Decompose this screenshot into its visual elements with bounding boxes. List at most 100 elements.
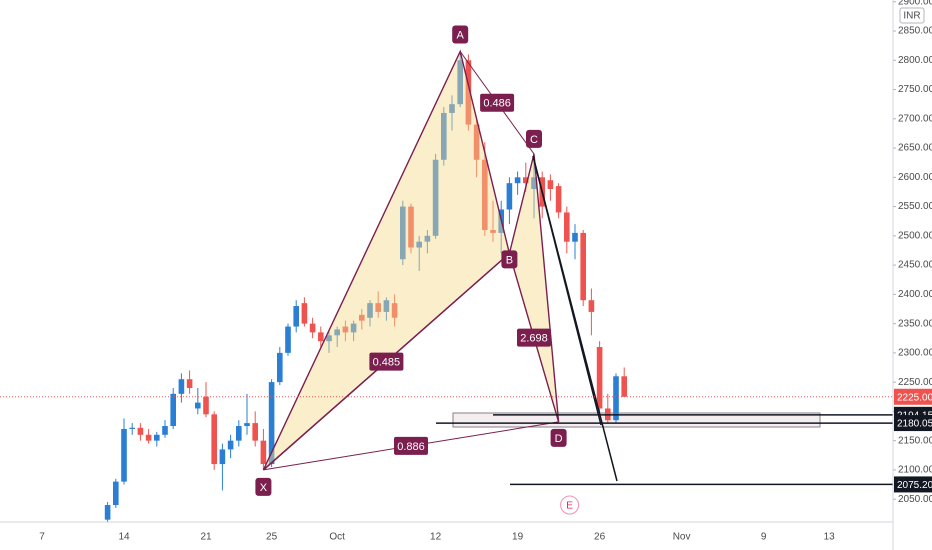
candle-body bbox=[104, 505, 111, 520]
candle-body bbox=[334, 329, 340, 336]
candle-body bbox=[252, 423, 258, 441]
y-tick-label: 2900.00 bbox=[898, 0, 932, 7]
ratio-box bbox=[369, 352, 404, 371]
candle-body bbox=[145, 434, 152, 441]
candles-layer bbox=[104, 51, 627, 523]
y-tick-label: 2800.00 bbox=[898, 55, 932, 66]
point-label: A bbox=[457, 29, 465, 41]
candle-body bbox=[342, 326, 349, 333]
y-tick-label: 2400.00 bbox=[898, 289, 932, 300]
point-box bbox=[452, 25, 469, 44]
candle-body bbox=[285, 326, 291, 353]
y-tick-label: 2700.00 bbox=[898, 113, 932, 124]
y-tick-label: 2250.00 bbox=[898, 377, 932, 388]
candle-body bbox=[400, 206, 406, 260]
x-tick-label: Nov bbox=[673, 532, 691, 543]
point-box bbox=[501, 250, 518, 269]
candle-body bbox=[613, 376, 619, 421]
candle-body bbox=[178, 379, 185, 394]
currency-label: INR bbox=[903, 11, 920, 22]
candle-body bbox=[350, 323, 357, 333]
candle-body bbox=[137, 427, 144, 435]
candle-body bbox=[129, 427, 135, 429]
x-tick-label: 13 bbox=[824, 532, 836, 543]
candle-body bbox=[621, 376, 627, 397]
point-label: D bbox=[555, 433, 563, 445]
ratio-box bbox=[480, 93, 515, 112]
y-tick-label: 2550.00 bbox=[898, 201, 932, 212]
candle-body bbox=[490, 229, 496, 233]
y-tick-label: 2500.00 bbox=[898, 230, 932, 241]
candle-body bbox=[572, 232, 578, 242]
candle-body bbox=[367, 303, 373, 318]
point-box bbox=[550, 428, 567, 447]
candle-body bbox=[416, 241, 422, 248]
candle-body bbox=[170, 393, 176, 427]
point-label: C bbox=[530, 134, 538, 146]
candle-body bbox=[564, 212, 570, 242]
currency-box bbox=[899, 7, 925, 24]
candle-body bbox=[547, 180, 554, 190]
point-label: X bbox=[260, 482, 268, 494]
candle-body bbox=[588, 300, 595, 312]
candle-body bbox=[268, 382, 275, 465]
candle-body bbox=[555, 186, 562, 213]
price-label: 2180.05 bbox=[897, 419, 932, 430]
candle-body bbox=[457, 60, 463, 105]
candle-body bbox=[596, 347, 603, 409]
candle-body bbox=[260, 440, 267, 465]
candle-body bbox=[482, 159, 488, 230]
pattern-layer: 0.486 0.485 2.698 0.886 X A B C D E bbox=[255, 25, 580, 515]
candle-body bbox=[309, 323, 316, 333]
y-tick-label: 2150.00 bbox=[898, 435, 932, 446]
candle-body bbox=[531, 177, 537, 190]
ratio-box bbox=[517, 328, 551, 347]
trend-line bbox=[532, 155, 618, 482]
x-tick-label: 25 bbox=[266, 532, 278, 543]
price-label-box bbox=[894, 388, 932, 405]
candle-body bbox=[424, 235, 431, 242]
candle-body bbox=[195, 402, 201, 409]
candle-body bbox=[441, 112, 447, 160]
candle-body bbox=[113, 481, 119, 506]
y-tick-label: 2300.00 bbox=[898, 348, 932, 359]
x-tick-label: 21 bbox=[200, 532, 212, 543]
candle-body bbox=[391, 303, 398, 318]
candle-body bbox=[236, 426, 242, 441]
candle-body bbox=[186, 379, 193, 388]
candle-body bbox=[449, 104, 455, 113]
projection-label: E bbox=[566, 501, 573, 512]
candle-body bbox=[219, 449, 226, 465]
y-tick-label: 2650.00 bbox=[898, 143, 932, 154]
candle-body bbox=[227, 440, 234, 450]
candle-body bbox=[432, 159, 439, 236]
point-box bbox=[526, 129, 542, 148]
x-tick-label: 9 bbox=[761, 532, 767, 543]
y-tick-label: 2100.00 bbox=[898, 465, 932, 476]
candle-body bbox=[375, 303, 381, 312]
y-tick-label: 2750.00 bbox=[898, 84, 932, 95]
candle-body bbox=[293, 306, 299, 327]
candle-body bbox=[506, 183, 513, 210]
candle-body bbox=[244, 423, 250, 427]
candle-body bbox=[523, 177, 529, 184]
candle-body bbox=[211, 414, 217, 465]
price-label: 2075.20 bbox=[897, 480, 932, 491]
price-axis-bg bbox=[893, 0, 932, 550]
x-tick-label: Oct bbox=[329, 532, 345, 543]
ratio-label: 0.886 bbox=[397, 441, 425, 453]
candle-body bbox=[514, 177, 521, 184]
y-tick-label: 2050.00 bbox=[898, 494, 932, 505]
candle-body bbox=[359, 314, 365, 321]
candle-body bbox=[473, 124, 480, 160]
x-tick-label: 7 bbox=[39, 532, 45, 543]
price-label-box bbox=[894, 476, 932, 493]
projection-circle bbox=[560, 495, 580, 515]
candle-body bbox=[326, 335, 332, 342]
price-label: 2225.00 bbox=[897, 392, 932, 403]
y-tick-label: 2850.00 bbox=[898, 26, 932, 37]
y-tick-label: 2450.00 bbox=[898, 260, 932, 271]
y-tick-label: 2350.00 bbox=[898, 318, 932, 329]
point-box bbox=[255, 477, 272, 496]
ratio-label: 2.698 bbox=[520, 333, 548, 345]
